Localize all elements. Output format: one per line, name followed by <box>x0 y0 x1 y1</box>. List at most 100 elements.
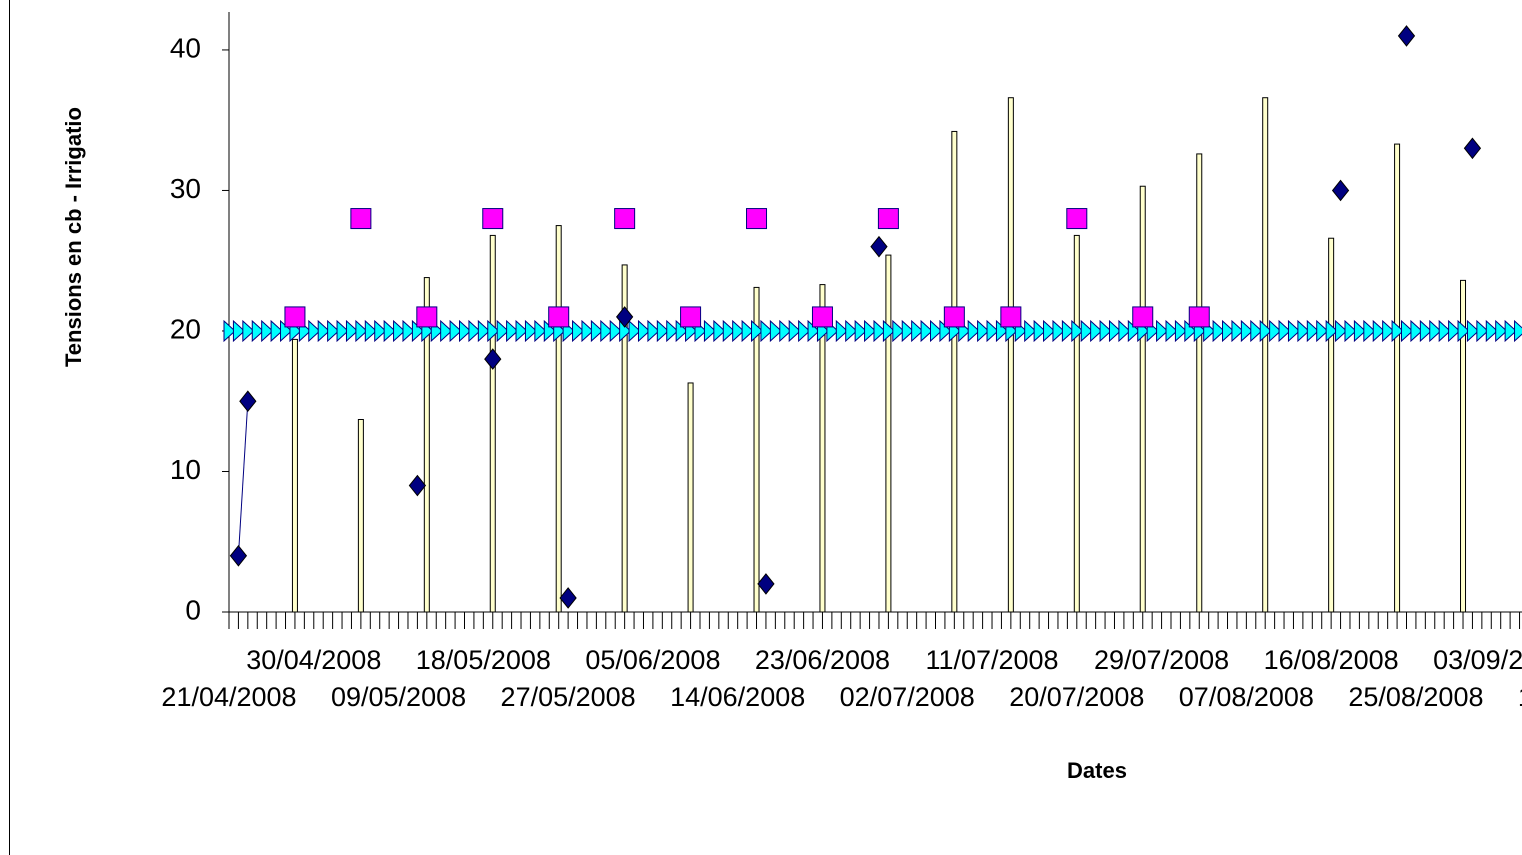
triangle-marker <box>1212 319 1225 343</box>
triangle-marker <box>732 319 745 343</box>
square-marker <box>680 306 702 328</box>
x-tick-label: 14/06/2008 <box>670 682 805 712</box>
triangle-marker <box>468 319 481 343</box>
x-tick-label: 11/07/2008 <box>925 645 1058 675</box>
square-marker <box>614 208 636 230</box>
triangle-marker <box>1466 319 1480 343</box>
triangle-marker <box>383 319 396 343</box>
x-tick-label: 30/04/2008 <box>246 645 381 675</box>
triangle-marker <box>769 319 783 343</box>
x-tick-label: 20/07/2008 <box>1009 682 1144 712</box>
bar <box>753 286 760 613</box>
triangle-marker <box>449 319 462 343</box>
diamond-marker <box>229 544 248 567</box>
triangle-marker <box>393 319 406 343</box>
triangle-marker <box>440 319 453 343</box>
triangle-marker <box>1344 319 1357 343</box>
y-tick-label: 10 <box>170 454 201 485</box>
triangle-marker <box>1043 319 1056 343</box>
triangle-marker <box>1024 319 1037 343</box>
triangle-marker <box>798 319 811 343</box>
triangle-marker <box>1240 319 1254 343</box>
triangle-marker <box>251 319 265 343</box>
triangle-marker <box>911 319 924 343</box>
triangle-marker <box>1071 319 1084 343</box>
square-marker <box>943 306 965 328</box>
triangle-marker <box>1410 319 1423 343</box>
triangle-marker <box>1090 319 1103 343</box>
x-tick-label: 23/06/2008 <box>755 645 890 675</box>
bar <box>1196 153 1203 613</box>
triangle-marker <box>1476 319 1489 343</box>
triangle-marker <box>751 319 764 343</box>
square-marker <box>1000 306 1022 328</box>
triangle-marker <box>1504 319 1517 343</box>
triangle-marker <box>713 319 726 343</box>
square-marker <box>877 208 899 230</box>
diamond-marker <box>1331 179 1350 202</box>
x-tick-label: 02/07/2008 <box>840 682 975 712</box>
triangle-marker <box>930 319 943 343</box>
bar <box>423 277 430 613</box>
triangle-marker <box>892 319 905 343</box>
triangle-marker <box>609 319 622 343</box>
triangle-marker <box>1382 319 1395 343</box>
y-tick-label: 20 <box>170 313 201 344</box>
triangle-marker <box>572 319 585 343</box>
triangle-marker <box>854 319 867 343</box>
bar <box>1460 279 1467 613</box>
x-tick-label: 07/08/2008 <box>1179 682 1314 712</box>
x-tick-label: 29/07/2008 <box>1094 645 1229 675</box>
triangle-marker <box>1514 319 1522 343</box>
triangle-marker <box>1250 319 1263 343</box>
diamond-marker <box>408 474 427 497</box>
triangle-marker <box>835 319 849 343</box>
x-tick-label: 25/08/2008 <box>1348 682 1483 712</box>
triangle-marker <box>1372 319 1385 343</box>
triangle-marker <box>223 319 236 343</box>
triangle-marker <box>600 319 613 343</box>
diamond-marker <box>239 390 257 413</box>
triangle-marker <box>1278 319 1291 343</box>
x-tick-label: 27/05/2008 <box>501 682 636 712</box>
diamond-marker <box>757 573 775 595</box>
triangle-marker <box>524 319 538 343</box>
x-tick-label: 03/09/2008 <box>1433 645 1522 675</box>
triangle-marker <box>1287 319 1301 343</box>
diamond-marker <box>484 348 502 370</box>
bar <box>489 234 496 613</box>
triangle-marker <box>317 319 330 343</box>
triangle-marker <box>788 319 801 343</box>
triangle-marker <box>327 319 340 343</box>
triangle-marker <box>506 319 519 343</box>
square-marker <box>416 306 438 328</box>
triangle-marker <box>1495 319 1508 343</box>
triangle-marker <box>1033 319 1046 343</box>
triangle-marker <box>647 319 660 343</box>
triangle-marker <box>1363 319 1376 343</box>
bar <box>621 264 628 613</box>
triangle-marker <box>1222 319 1235 343</box>
square-marker <box>284 306 306 328</box>
triangle-marker <box>1052 319 1065 343</box>
triangle-marker <box>1108 319 1122 343</box>
diamond-marker <box>615 306 634 328</box>
bar <box>1073 234 1080 613</box>
triangle-marker <box>308 319 321 343</box>
triangle-marker <box>656 319 670 343</box>
y-tick-label: 30 <box>170 173 201 204</box>
triangle-marker <box>336 319 349 343</box>
square-marker <box>1066 208 1088 230</box>
triangle-marker <box>845 319 858 343</box>
x-tick-label: 09/05/2008 <box>331 682 466 712</box>
x-tick-label: 12/09/2008 <box>1518 682 1522 712</box>
square-marker <box>350 208 372 230</box>
triangle-marker <box>1259 319 1272 343</box>
bar <box>1139 185 1146 613</box>
triangle-marker <box>515 319 528 343</box>
triangle-marker <box>232 319 246 343</box>
triangle-marker <box>1438 319 1451 343</box>
triangle-marker <box>628 319 641 343</box>
triangle-marker <box>873 319 886 343</box>
